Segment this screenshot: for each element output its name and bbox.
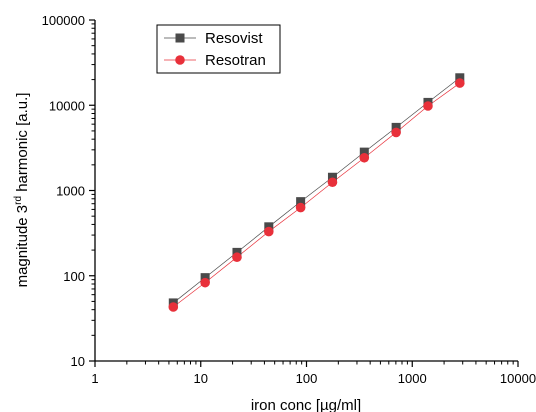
x-axis-label: iron conc [µg/ml] [251,397,361,412]
x-tick-label: 1000 [398,371,427,386]
point-resovist [359,147,369,157]
x-tick-label: 1 [91,371,98,386]
point-resotran [423,101,433,111]
x-tick-label: 10 [194,371,208,386]
legend-item-resovist: Resovist [164,30,263,47]
y-axis-label: magnitude 3rd harmonic [a.u.] [13,93,31,288]
legend-label-resotran: Resotran [205,52,266,69]
point-resotran [232,252,242,263]
y-tick-label: 1000 [56,184,85,199]
markers [168,73,465,312]
point-resotran [454,78,465,88]
legend-marker-resotran [175,55,185,65]
legend-marker-resovist [175,33,185,43]
point-resotran [168,302,179,312]
point-resotran [327,177,338,188]
point-resovist [232,247,242,257]
series-lines [173,77,461,308]
point-resovist [391,122,401,132]
point-resotran [391,127,401,138]
series-line-resovist [173,77,461,304]
point-resovist [296,197,306,207]
point-resotran [200,277,210,288]
legend-item-resotran: Resotran [164,52,266,69]
y-tick-label: 10 [71,354,85,369]
y-tick-label: 100000 [42,13,85,28]
point-resovist [327,172,337,182]
point-resovist [455,73,465,83]
legend-box [156,24,281,74]
x-tick-label: 10000 [500,371,536,386]
series-line-resotran [173,82,461,308]
point-resotran [263,226,274,237]
point-resotran [359,152,370,163]
y-tick-label: 10000 [49,98,85,113]
x-tick-label: 100 [296,371,318,386]
point-resotran [295,202,306,213]
legend-label-resovist: Resovist [205,30,263,47]
legend: Resovist Resotran [156,24,281,74]
y-tick-label: 100 [63,269,85,284]
ticks: 1 10 100 1000 10000 10 100 1000 10000 100000 [42,13,536,386]
point-resovist [200,273,210,283]
